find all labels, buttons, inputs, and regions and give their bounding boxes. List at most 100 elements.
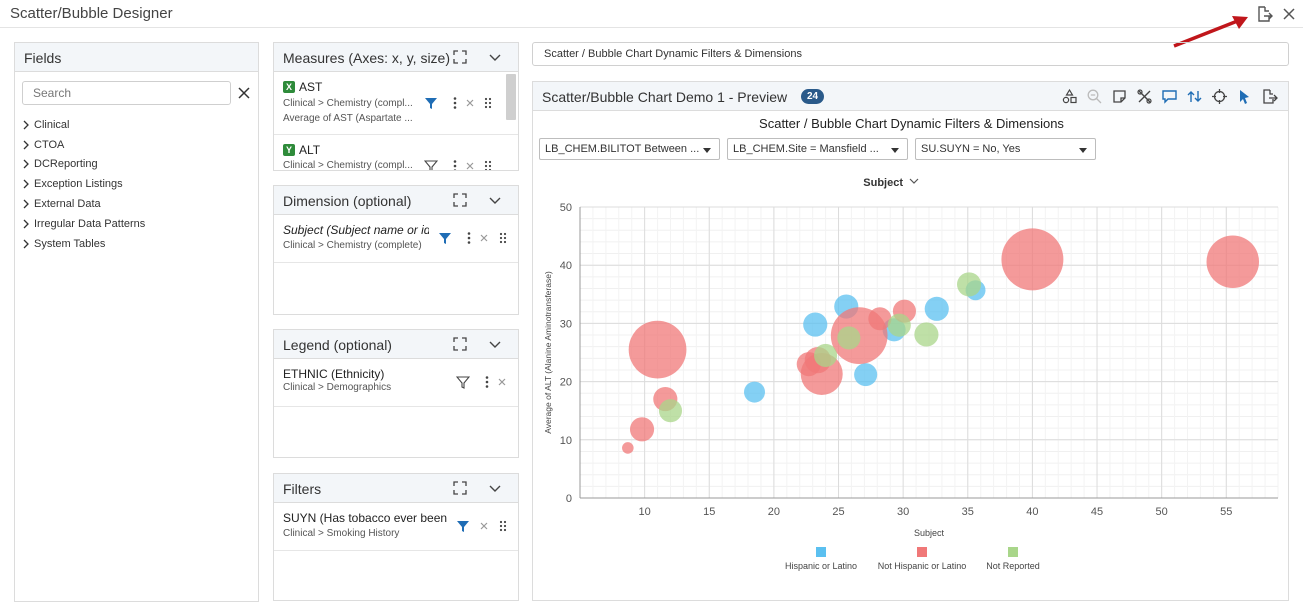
measures-panel: Measures (Axes: x, y, size) X AST Clinica… (273, 42, 519, 171)
expand-icon[interactable] (452, 480, 468, 496)
tree-item-ctoa[interactable]: CTOA (21, 135, 145, 155)
export-icon[interactable] (1255, 5, 1273, 23)
remove-icon[interactable] (477, 231, 491, 245)
tree-item-system-tables[interactable]: System Tables (21, 234, 145, 254)
tree-item-clinical[interactable]: Clinical (21, 115, 145, 135)
tree-item-exception-listings[interactable]: Exception Listings (21, 174, 145, 194)
swap-axes-icon[interactable] (1186, 88, 1203, 105)
legend-title: Legend (optional) (283, 337, 392, 353)
expand-icon[interactable] (452, 336, 468, 352)
x-tick-label: 45 (1091, 506, 1103, 518)
more-vertical-icon[interactable] (448, 159, 462, 171)
remove-icon[interactable] (495, 375, 509, 389)
comment-icon[interactable] (1161, 88, 1178, 105)
record-count-badge: 24 (801, 89, 825, 104)
filter-field-path: Clinical > Smoking History (283, 528, 400, 539)
fields-panel: Fields Clinical CTOA DCReporting Excepti… (14, 42, 259, 602)
chevron-right-icon (23, 199, 29, 209)
filter-item[interactable]: SUYN (Has tobacco ever been use Clinical… (274, 503, 518, 551)
chevron-down-icon[interactable] (487, 480, 503, 496)
chart-title: Scatter / Bubble Chart Dynamic Filters &… (759, 116, 1064, 131)
shapes-icon[interactable] (1061, 88, 1078, 105)
measure-item-y[interactable]: Y ALT Clinical > Chemistry (compl... (274, 135, 518, 171)
note-icon[interactable] (1111, 88, 1128, 105)
dimension-item[interactable]: Subject (Subject name or ident Clinical … (274, 215, 518, 263)
legend-item[interactable]: ETHNIC (Ethnicity) Clinical > Demographi… (274, 359, 518, 407)
fields-header: Fields (15, 43, 258, 72)
bubble-point (814, 343, 838, 367)
fields-tree: Clinical CTOA DCReporting Exception List… (21, 115, 145, 254)
remove-icon[interactable] (477, 519, 491, 533)
zoom-out-icon[interactable] (1086, 88, 1103, 105)
filter-icon[interactable] (424, 159, 438, 171)
chart-path-text: Scatter / Bubble Chart Dynamic Filters &… (544, 48, 802, 60)
legend-field-path: Clinical > Demographics (283, 382, 392, 393)
dimension-name: Subject (Subject name or ident (283, 223, 429, 237)
y-tick-label: 30 (560, 318, 572, 330)
more-vertical-icon[interactable] (448, 96, 462, 110)
scatter-chart: Subject 0 10 20 30 40 50 10 15 20 25 30 35 40 45 50 55 Su… (543, 177, 1279, 571)
expand-icon[interactable] (452, 49, 468, 65)
more-vertical-icon[interactable] (480, 375, 494, 389)
bubble-point (887, 313, 911, 337)
tree-item-dcreporting[interactable]: DCReporting (21, 155, 145, 175)
filter-active-icon[interactable] (424, 96, 438, 110)
legend-label: Not Reported (986, 561, 1040, 571)
fields-title: Fields (24, 50, 62, 66)
dimension-panel: Dimension (optional) Subject (Subject na… (273, 185, 519, 315)
chevron-right-icon (23, 140, 29, 150)
filter-dropdown-suyn[interactable]: SU.SUYN = No, Yes (915, 138, 1096, 160)
drag-handle-icon[interactable] (481, 159, 495, 171)
dimension-selector-label[interactable]: Subject (863, 177, 903, 189)
chevron-down-icon[interactable] (487, 49, 503, 65)
filter-icon[interactable] (456, 375, 470, 389)
measure-aggregation: Average of AST (Aspartate ... (283, 113, 413, 124)
tree-item-irregular-data-patterns[interactable]: Irregular Data Patterns (21, 214, 145, 234)
chevron-right-icon (23, 179, 29, 189)
drag-handle-icon[interactable] (496, 519, 510, 533)
filter-active-icon[interactable] (438, 231, 452, 245)
chevron-down-icon[interactable] (487, 192, 503, 208)
measure-item-x[interactable]: X AST Clinical > Chemistry (compl... Aver… (274, 72, 518, 135)
title-bar: Scatter/Bubble Designer (0, 0, 1303, 28)
dimension-title: Dimension (optional) (283, 193, 412, 209)
y-tick-label: 0 (566, 493, 572, 505)
window-title: Scatter/Bubble Designer (10, 5, 173, 22)
legend-header: Legend (optional) (274, 330, 518, 359)
bubble-point (837, 326, 861, 350)
preview-title: Scatter/Bubble Chart Demo 1 - Preview (542, 89, 788, 105)
clear-search-icon[interactable] (237, 86, 251, 100)
chevron-down-icon[interactable] (487, 336, 503, 352)
measures-scrollbar[interactable] (506, 74, 516, 120)
dropdown-caret-icon (891, 148, 899, 153)
filters-panel: Filters SUYN (Has tobacco ever been use … (273, 473, 519, 601)
drag-handle-icon[interactable] (481, 96, 495, 110)
preview-panel: Scatter/Bubble Chart Demo 1 - Preview 24… (532, 81, 1289, 601)
x-tick-label: 15 (703, 506, 715, 518)
close-icon[interactable] (1280, 5, 1298, 23)
bubble-point (629, 417, 655, 442)
x-tick-label: 25 (832, 506, 844, 518)
expand-icon[interactable] (452, 192, 468, 208)
chevron-right-icon (23, 160, 29, 169)
select-pointer-icon[interactable] (1236, 88, 1253, 105)
tools-icon[interactable] (1136, 88, 1153, 105)
drag-handle-icon[interactable] (496, 231, 510, 245)
measure-name: AST (299, 80, 323, 94)
filter-active-icon[interactable] (456, 519, 470, 533)
filter-dropdown-bilitot[interactable]: LB_CHEM.BILITOT Between ... (539, 138, 720, 160)
preview-header: Scatter/Bubble Chart Demo 1 - Preview 24 (533, 82, 1288, 111)
filter-dropdown-site[interactable]: LB_CHEM.Site = Mansfield ... (727, 138, 908, 160)
remove-icon[interactable] (463, 159, 477, 171)
tree-item-external-data[interactable]: External Data (21, 194, 145, 214)
axis-badge-x: X (283, 81, 295, 93)
x-tick-label: 55 (1220, 506, 1232, 518)
fields-search-input[interactable] (22, 81, 231, 105)
remove-icon[interactable] (463, 96, 477, 110)
more-vertical-icon[interactable] (462, 231, 476, 245)
export-icon[interactable] (1261, 88, 1278, 105)
crosshair-icon[interactable] (1211, 88, 1228, 105)
chart-path-field[interactable]: Scatter / Bubble Chart Dynamic Filters &… (532, 42, 1289, 66)
bubble-point (622, 442, 634, 454)
dropdown-caret-icon (1079, 148, 1087, 153)
